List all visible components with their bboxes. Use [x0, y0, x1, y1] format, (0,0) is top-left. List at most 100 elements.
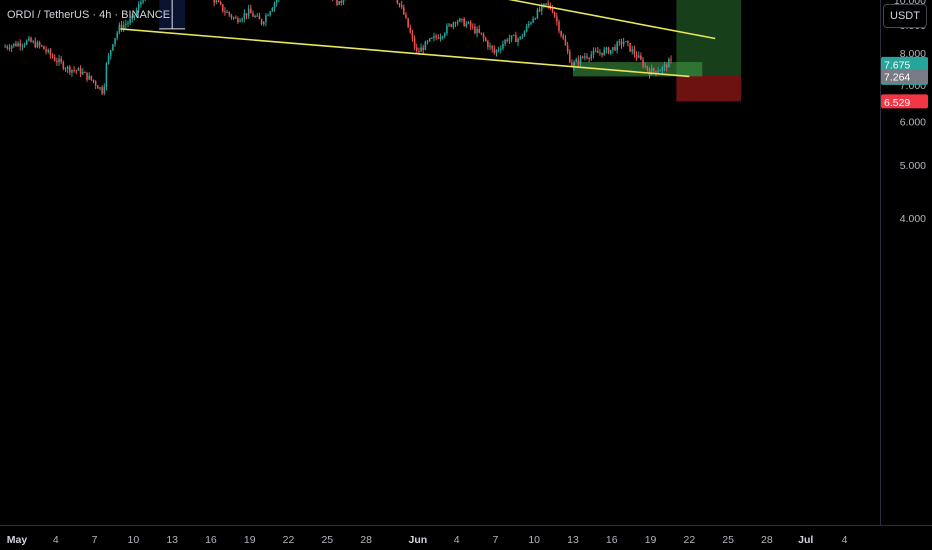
candle-up — [573, 61, 575, 67]
candle-up — [125, 23, 127, 25]
candle-up — [32, 41, 34, 43]
candle-down — [84, 72, 86, 74]
candle-up — [525, 25, 528, 32]
candle-down — [601, 52, 603, 56]
candle-up — [122, 24, 125, 29]
candle-up — [517, 38, 519, 42]
candle-up — [657, 71, 659, 73]
price-tick-label: 10.000 — [894, 0, 926, 7]
long-position-tool[interactable] — [676, 0, 742, 102]
candle-up — [36, 42, 39, 48]
candle-up — [528, 23, 530, 26]
candle-down — [228, 12, 231, 15]
candle-up — [99, 87, 101, 89]
interval-label[interactable]: 4h — [99, 9, 112, 21]
entry-price-label-box — [881, 68, 928, 83]
time-tick-label: 10 — [128, 534, 140, 546]
candle-down — [642, 59, 644, 67]
candle-up — [243, 13, 246, 19]
candle-down — [607, 47, 610, 54]
candle-down — [568, 51, 571, 63]
candle-up — [500, 48, 502, 50]
time-tick-label: 13 — [166, 534, 178, 546]
candle-down — [566, 45, 569, 52]
candle-down — [629, 43, 631, 52]
candle-down — [547, 3, 549, 5]
candle-down — [571, 62, 573, 67]
candle-up — [265, 15, 267, 23]
time-tick-label: 4 — [454, 534, 460, 546]
stop-price-label-text: 6.529 — [884, 97, 910, 109]
candle-down — [250, 8, 252, 14]
currency-unit-button[interactable]: USDT — [883, 4, 927, 28]
time-tick-label: 16 — [205, 534, 217, 546]
candle-down — [51, 55, 54, 58]
candle-down — [586, 56, 588, 59]
candle-down — [407, 17, 409, 28]
candle-down — [62, 61, 65, 69]
candle-up — [142, 0, 144, 3]
candle-down — [562, 35, 565, 39]
candle-down — [336, 0, 338, 5]
exchange-label: BINANCE — [121, 9, 171, 21]
candle-down — [454, 22, 457, 24]
candle-down — [90, 75, 93, 80]
candle-down — [34, 41, 37, 48]
candle-up — [342, 0, 345, 4]
candle-up — [575, 59, 577, 62]
support-zone-rect[interactable] — [572, 62, 703, 77]
candle-down — [213, 0, 215, 3]
candle-up — [88, 75, 90, 80]
lower-trendline[interactable] — [120, 28, 690, 78]
symbol-name[interactable]: ORDI / TetherUS — [7, 9, 90, 21]
candle-down — [403, 7, 405, 15]
candle-up — [668, 59, 670, 68]
candle-up — [584, 56, 586, 58]
price-tick-label: 6.000 — [900, 117, 926, 129]
position-loss-zone[interactable] — [676, 75, 742, 102]
candle-up — [267, 15, 269, 17]
candle-down — [665, 64, 668, 68]
candle-up — [107, 55, 110, 64]
support-zone[interactable] — [572, 62, 703, 77]
candle-down — [400, 4, 403, 8]
candle-up — [135, 10, 138, 16]
candle-down — [558, 21, 560, 32]
candle-down — [64, 68, 67, 70]
candle-up — [431, 37, 433, 39]
candle-up — [637, 55, 640, 58]
candle-up — [495, 50, 498, 53]
candle-down — [41, 45, 43, 47]
candle-down — [487, 40, 489, 47]
candle-up — [81, 72, 84, 75]
candle-up — [254, 16, 256, 18]
upper-trendline[interactable] — [181, 0, 716, 40]
time-tick-label: 25 — [321, 534, 333, 546]
candle-up — [476, 29, 478, 34]
candle-up — [605, 47, 608, 50]
candle-up — [443, 33, 446, 37]
candle-up — [426, 41, 429, 43]
candle-up — [504, 40, 506, 45]
candle-down — [472, 26, 474, 28]
candle-down — [478, 29, 481, 33]
candle-up — [433, 36, 435, 38]
candle-up — [71, 69, 73, 73]
candle-up — [127, 22, 129, 24]
candle-down — [120, 24, 123, 29]
candle-down — [450, 24, 453, 27]
candle-down — [463, 18, 465, 27]
candle-down — [217, 0, 220, 3]
time-tick-label: 4 — [842, 534, 848, 546]
price-range-measure[interactable] — [159, 0, 186, 30]
trendlines[interactable] — [120, 0, 716, 78]
candle-down — [588, 58, 590, 60]
candle-down — [6, 46, 9, 48]
candle-up — [510, 35, 513, 39]
last-price-label-text: 7.675 — [884, 59, 910, 71]
candle-down — [45, 49, 47, 52]
candle-down — [43, 45, 45, 50]
candle-down — [670, 59, 672, 61]
time-axis[interactable]: May 4 7 10 13 16 19 22 25 28 Jun 4 7 10 13 16 19 22 25 28 Ju… — [7, 534, 848, 546]
